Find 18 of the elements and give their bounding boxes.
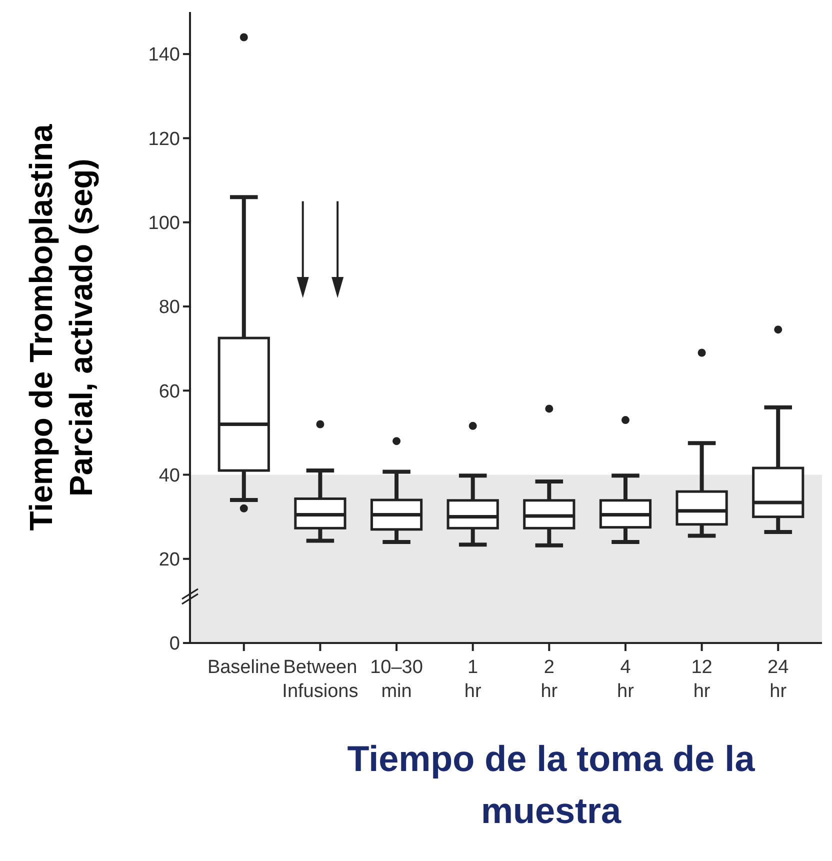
x-tick-label: 10–30 min [370,657,423,702]
y-tick-label: 0 [169,634,180,655]
y-tick-label: 120 [148,128,180,150]
y-tick-label: 20 [158,550,180,571]
x-tick-label: 2 hr [540,657,558,702]
y-tick-label: 80 [158,297,180,318]
x-tick-label: Baseline [207,657,280,678]
y-tick-label: 40 [158,465,180,486]
x-tick-label: 24 hr [768,657,790,702]
y-axis-title: Tiempo de Tromboplastina Parcial, activado (seg) [23,124,99,531]
y-tick-label: 60 [158,381,180,402]
x-tick-label: 12 hr [691,657,712,702]
x-tick-label: Between Infusions [282,657,358,702]
x-tick-label: 1 hr [464,657,482,702]
x-tick-label: 4 hr [617,657,635,702]
x-axis-title: Tiempo de la toma de la muestra [347,738,756,831]
y-tick-label: 100 [148,212,180,234]
y-tick-label: 140 [148,44,180,66]
